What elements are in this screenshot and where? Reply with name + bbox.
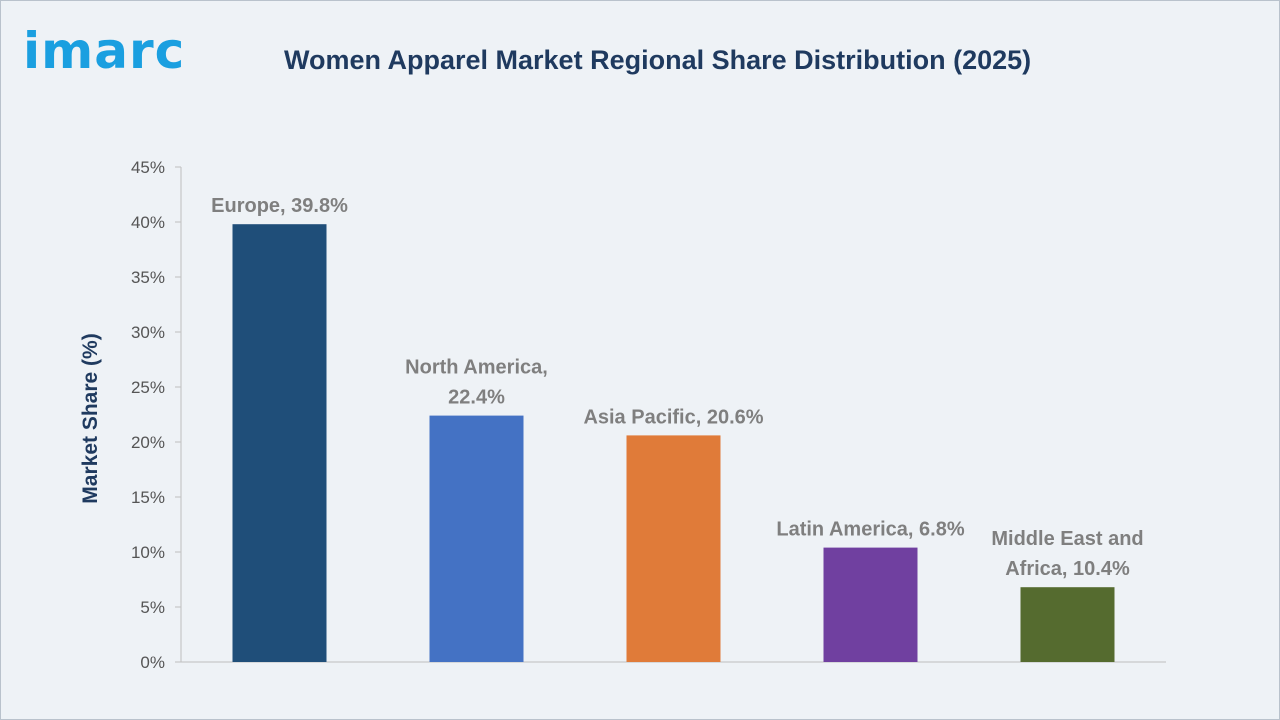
imarc-logo: imarc bbox=[23, 22, 186, 80]
y-axis-title: Market Share (%) bbox=[79, 333, 102, 503]
bar-2 bbox=[626, 435, 721, 662]
bar-4 bbox=[1020, 587, 1115, 662]
chart-title: Women Apparel Market Regional Share Dist… bbox=[284, 45, 1032, 75]
y-tick-label: 30% bbox=[131, 323, 165, 342]
data-label: Europe, 39.8% bbox=[211, 195, 348, 217]
bar-1 bbox=[429, 415, 524, 662]
y-tick-label: 20% bbox=[131, 433, 165, 452]
data-label: Latin America, 6.8% bbox=[776, 519, 964, 541]
y-tick-label: 0% bbox=[140, 653, 165, 672]
y-tick-label: 5% bbox=[140, 598, 165, 617]
y-tick-label: 45% bbox=[131, 158, 165, 177]
y-tick-label: 40% bbox=[131, 213, 165, 232]
bar-0 bbox=[232, 224, 327, 662]
y-tick-label: 25% bbox=[131, 378, 165, 397]
data-label: Middle East and bbox=[991, 528, 1143, 550]
data-label: North America, bbox=[405, 357, 548, 379]
y-tick-label: 10% bbox=[131, 543, 165, 562]
y-tick-label: 15% bbox=[131, 488, 165, 507]
data-label: 22.4% bbox=[448, 387, 505, 409]
bar-3 bbox=[823, 547, 918, 662]
data-label: Africa, 10.4% bbox=[1005, 558, 1130, 580]
y-tick-label: 35% bbox=[131, 268, 165, 287]
data-label: Asia Pacific, 20.6% bbox=[583, 406, 763, 428]
